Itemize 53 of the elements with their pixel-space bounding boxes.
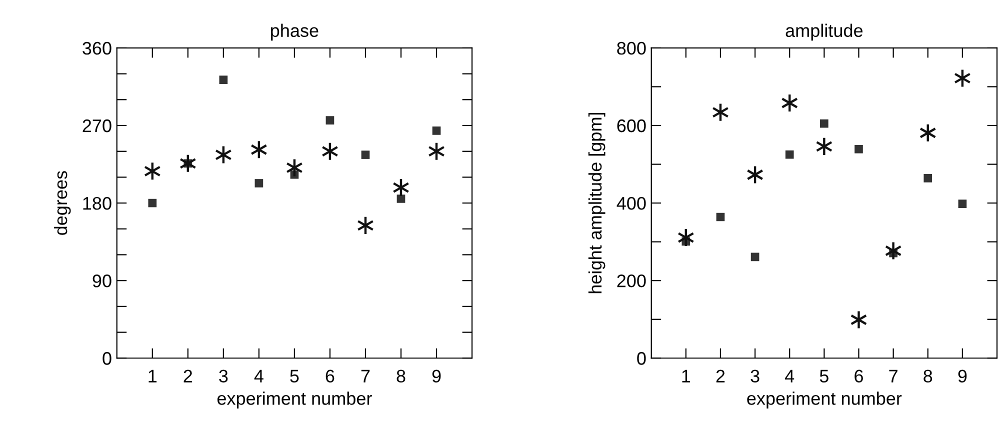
x-tick-label: 8: [396, 370, 406, 382]
x-tick-label: 9: [958, 370, 967, 382]
y-tick-label: 270: [82, 119, 112, 132]
x-tick-label: 5: [290, 370, 299, 382]
point: [326, 116, 334, 124]
x-axis-title: experiment number: [217, 392, 372, 408]
y-tick-label: 600: [617, 119, 646, 132]
point: [885, 242, 902, 260]
chart-title: amplitude: [786, 24, 863, 41]
x-tick-label: 8: [924, 370, 932, 382]
x-tick-label: 7: [361, 370, 370, 382]
x-tick-label: 4: [785, 370, 794, 382]
point: [180, 154, 196, 172]
x-tick-label: 2: [184, 370, 192, 382]
x-tick-label: 1: [682, 370, 690, 382]
x-tick-label: 5: [820, 370, 828, 382]
point: [958, 200, 967, 208]
point: [850, 311, 867, 328]
x-tick-label: 1: [148, 370, 157, 382]
y-tick-label: 90: [92, 274, 112, 288]
y-tick-label: 200: [617, 274, 646, 288]
point: [678, 229, 694, 246]
point: [816, 138, 832, 155]
x-tick-label: 4: [254, 370, 264, 382]
x-tick-label: 3: [750, 370, 760, 382]
x-tick-label: 6: [326, 370, 334, 382]
y-axis-title: degrees: [54, 171, 71, 235]
point: [432, 126, 441, 135]
x-axis-title: experiment number: [747, 392, 902, 408]
point: [716, 212, 725, 222]
chart-title: phase: [271, 24, 318, 41]
point: [219, 76, 228, 84]
x-tick-label: 9: [432, 370, 441, 382]
y-tick-label: 400: [616, 196, 646, 210]
y-axis-title: height amplitude [gpm]: [588, 112, 606, 294]
x-tick-label: 3: [219, 370, 228, 382]
y-tick-label: 360: [82, 42, 112, 55]
y-tick-label: 800: [617, 42, 646, 55]
point: [361, 150, 370, 159]
point: [148, 198, 157, 208]
point: [820, 119, 828, 128]
point: [785, 150, 794, 159]
point: [854, 144, 863, 154]
x-tick-label: 7: [889, 370, 898, 382]
point: [750, 252, 760, 262]
x-tick-label: 6: [854, 370, 863, 382]
point: [924, 174, 932, 182]
point: [254, 179, 264, 188]
y-tick-label: 180: [83, 196, 112, 210]
y-tick-label: 0: [637, 352, 646, 365]
y-tick-label: 0: [102, 352, 112, 365]
point: [396, 194, 406, 203]
x-tick-label: 2: [716, 370, 725, 382]
